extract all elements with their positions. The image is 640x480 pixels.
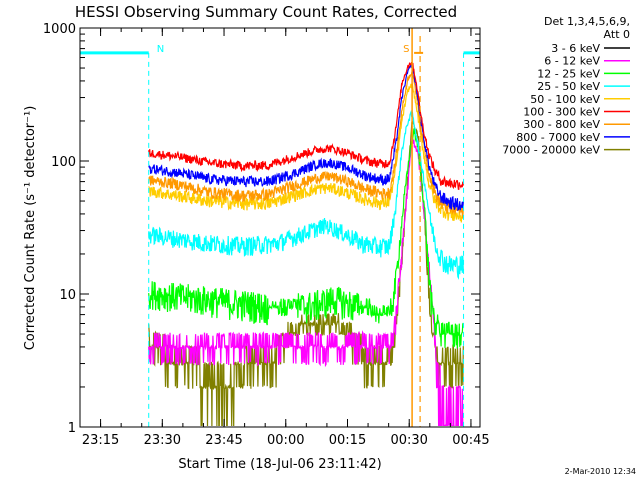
axes: 23:15 23:30 23:45 00:00 00:15 00:30 00:45 1 10 10…	[43, 22, 490, 448]
annotation-label-1: S	[403, 44, 409, 55]
y-tick-label-0: 1	[68, 421, 76, 436]
x-tick-label-0: 23:15	[82, 433, 119, 448]
series-line-4	[148, 83, 464, 223]
legend-label-6: 300 - 800 keV	[523, 118, 600, 131]
annotation-label-0: N	[157, 44, 164, 55]
legend-label-1: 6 - 12 keV	[544, 55, 600, 68]
series-line-7	[148, 63, 464, 212]
legend-label-7: 800 - 7000 keV	[516, 131, 600, 144]
y-axis-label: Corrected Count Rate (s⁻¹ detector⁻¹)	[23, 106, 38, 351]
series-layer	[148, 61, 464, 426]
x-axis-label: Start Time (18-Jul-06 23:11:42)	[178, 457, 381, 472]
plot-frame	[79, 27, 481, 428]
legend-label-4: 50 - 100 keV	[530, 93, 600, 106]
legend-label-0: 3 - 6 keV	[551, 42, 600, 55]
y-tick-label-1: 10	[59, 288, 76, 303]
series-line-8	[148, 121, 464, 426]
x-tick-label-2: 23:45	[205, 433, 242, 448]
x-tick-label-4: 00:15	[329, 433, 366, 448]
legend-header-line-1: Det 1,3,4,5,6,9,	[544, 15, 630, 28]
series-line-1	[148, 135, 464, 426]
legend-label-3: 25 - 50 keV	[537, 80, 600, 93]
y-tick-label-3: 1000	[43, 22, 76, 37]
series-line-2	[148, 128, 464, 349]
legend-label-8: 7000 - 20000 keV	[502, 144, 600, 157]
series-line-3	[148, 109, 464, 280]
legend-header-line-2: Att 0	[604, 28, 630, 41]
x-tick-label-1: 23:30	[144, 433, 181, 448]
series-line-5	[148, 61, 464, 190]
x-tick-label-6: 00:45	[452, 433, 489, 448]
legend-label-5: 100 - 300 keV	[523, 106, 600, 119]
chart-title: HESSI Observing Summary Count Rates, Cor…	[75, 3, 457, 21]
x-tick-label-5: 00:30	[390, 433, 427, 448]
footer-date: 2-Mar-2010 12:34	[565, 467, 636, 476]
series-line-6	[148, 71, 464, 219]
x-tick-label-3: 00:00	[267, 433, 304, 448]
legend-label-2: 12 - 25 keV	[537, 67, 600, 80]
y-tick-label-2: 100	[51, 155, 76, 170]
